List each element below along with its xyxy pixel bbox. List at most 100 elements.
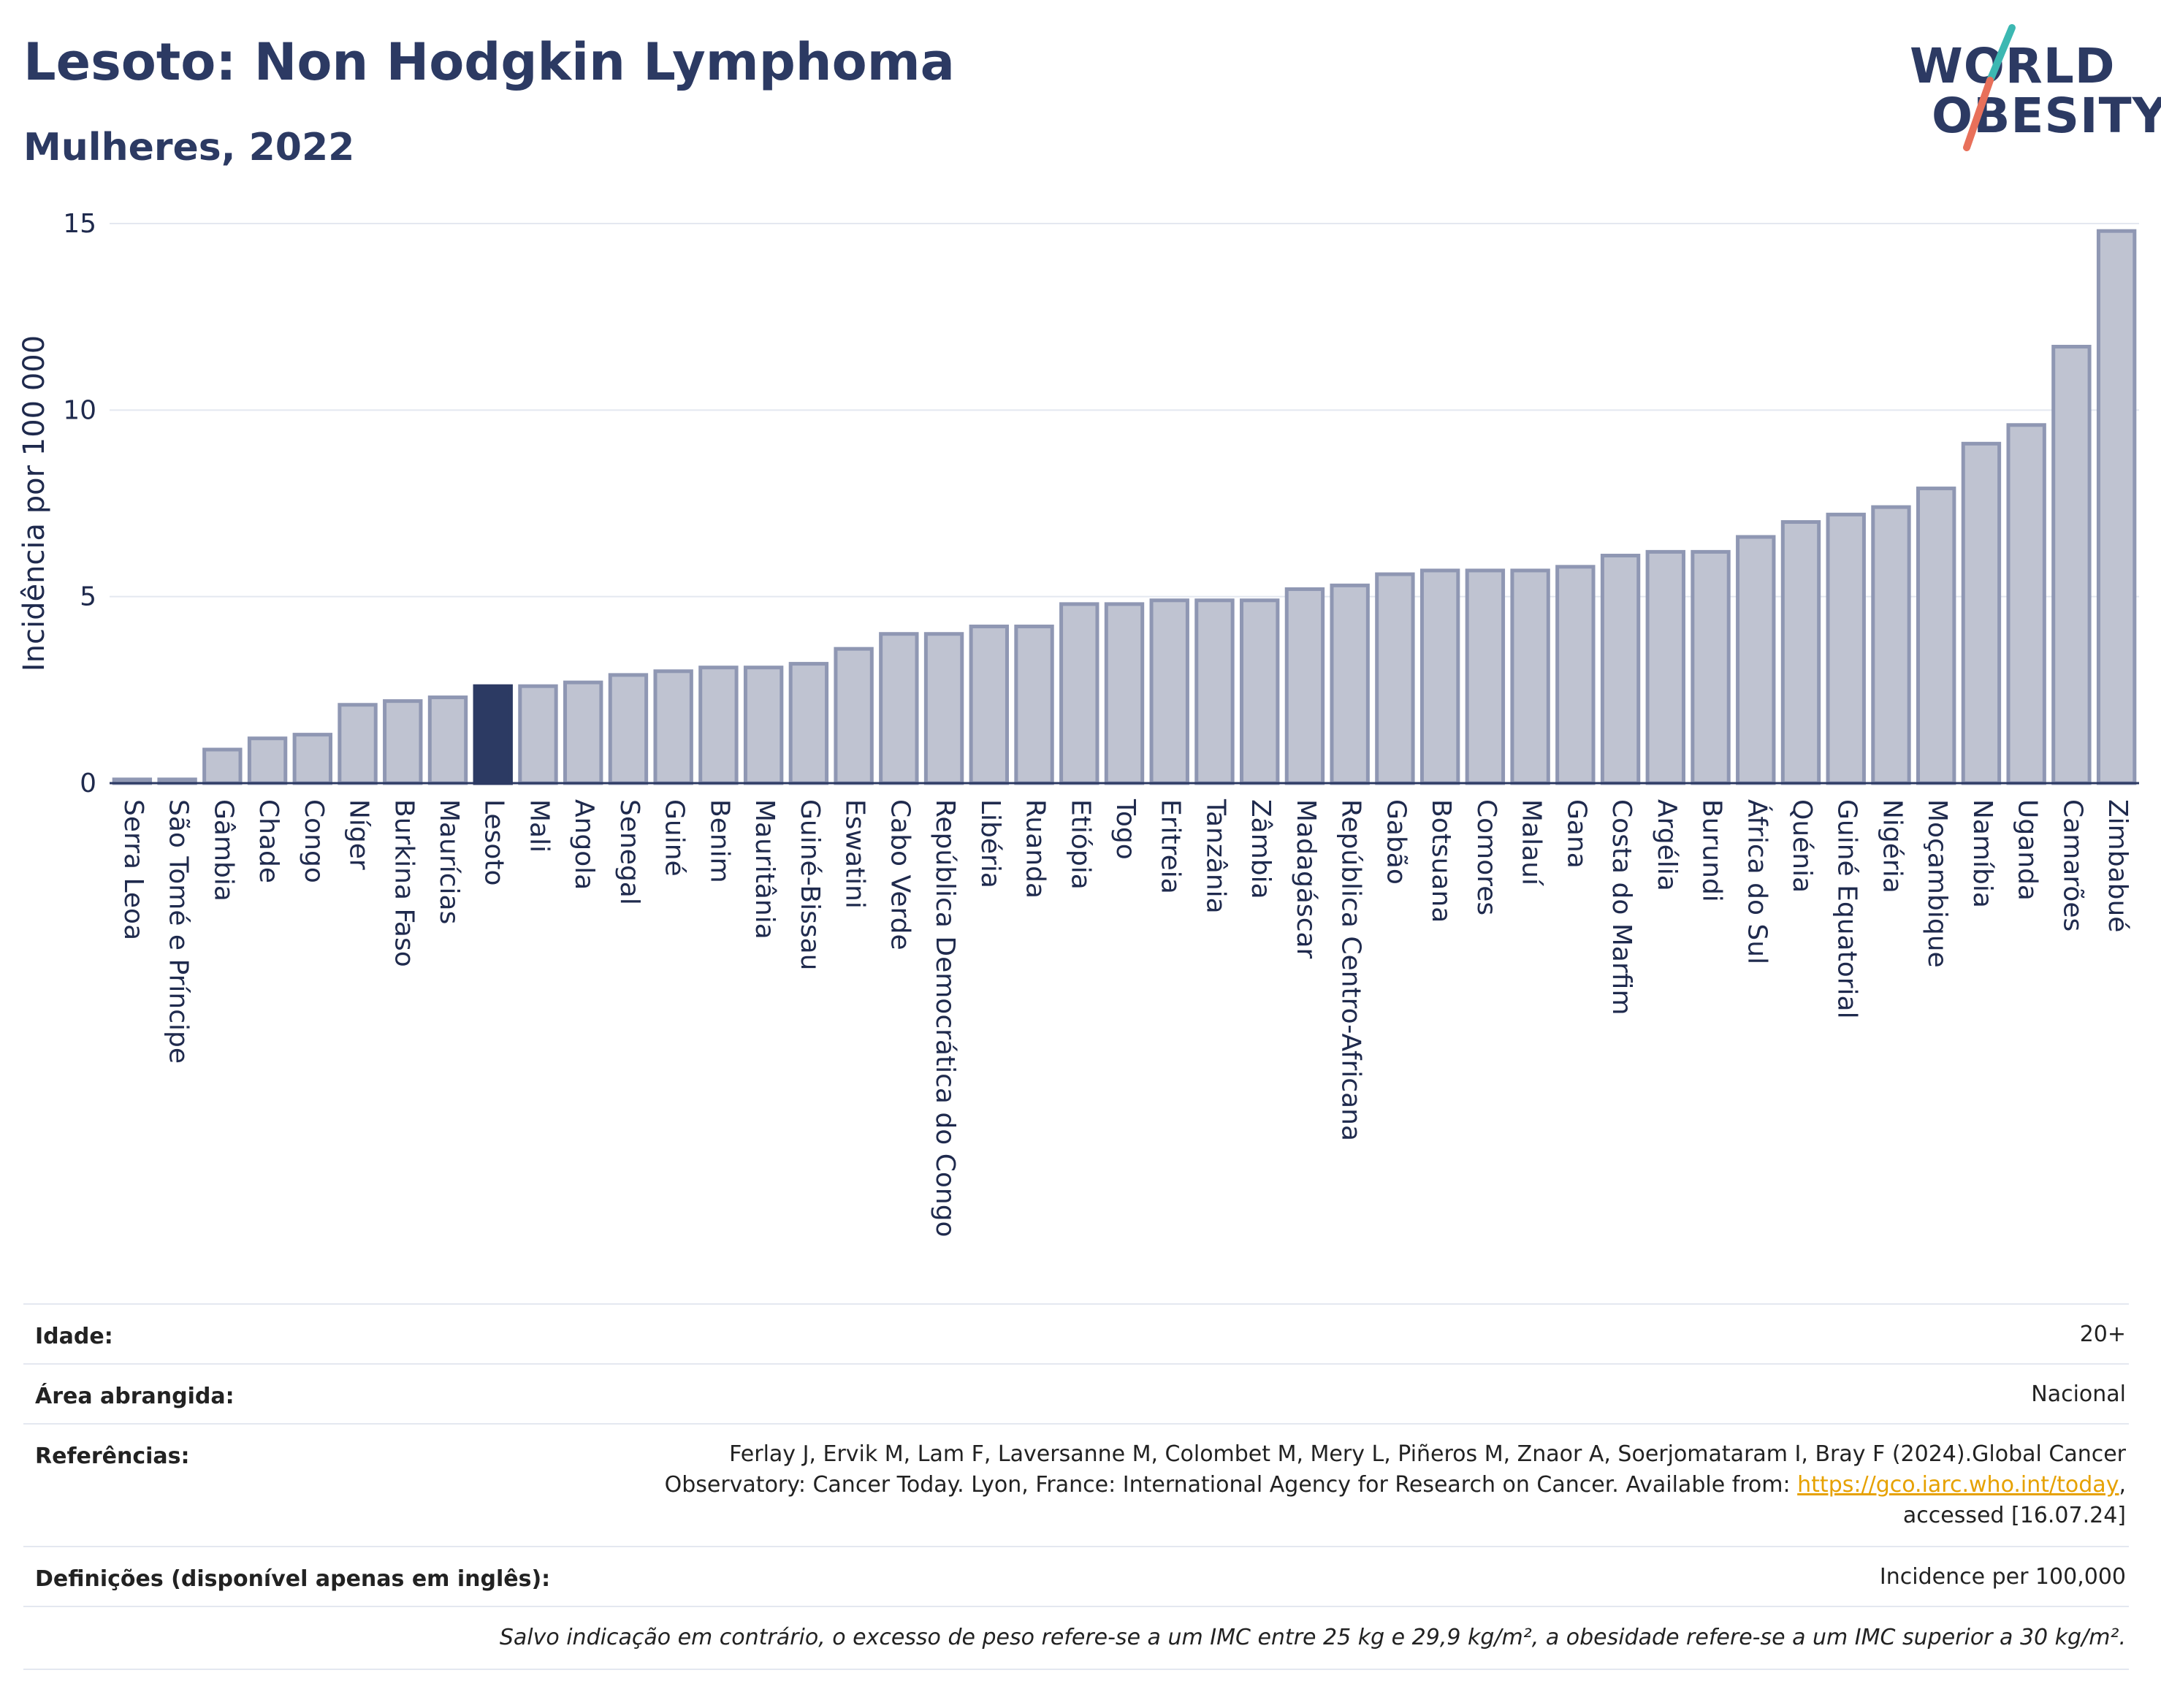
bar-costa-do-marfim [1600,553,1641,785]
bar-rep-blica-centro-africana [1330,583,1370,785]
x-tick-label: Angola [569,799,599,890]
bar-uganda [2006,423,2046,785]
bar-camar-es [2051,345,2092,785]
references-line-2-text: Observatory: Cancer Today. Lyon, France:… [664,1472,1798,1498]
definitions-value: Incidence per 100,000 [1879,1564,2126,1590]
area-label: Área abrangida: [35,1384,235,1409]
references-line-2: Observatory: Cancer Today. Lyon, France:… [665,1470,2126,1501]
x-tick-label: Libéria [975,799,1005,888]
chart-subtitle: Mulheres, 2022 [23,126,355,169]
meta-row-age: Idade: 20+ [23,1303,2129,1365]
x-tick-label: Gâmbia [208,799,238,901]
chart-title: Lesoto: Non Hodgkin Lymphoma [23,32,955,92]
x-tick-label: Quénia [1787,799,1817,893]
logo-text-line1: WORLD [1910,38,2116,94]
bar-chade [247,736,288,785]
bar-rep-blica-democr-tica-do-congo [923,632,964,785]
bar-benim [698,666,739,785]
x-tick-label: África do Sul [1742,799,1772,964]
references-line-2-end: , [2119,1472,2126,1498]
bar-mali [518,684,558,785]
y-axis-ticks: 0 5 10 15 [63,209,96,798]
x-tick-label: Cabo Verde [885,799,915,950]
bar-arg-lia [1645,549,1685,785]
bar-tanz-nia [1194,598,1235,785]
x-tick-label: Gabão [1381,799,1411,885]
bar-maurit-nia [743,666,784,785]
bar-burundi [1691,549,1731,785]
references-value: Ferlay J, Ervik M, Lam F, Laversanne M, … [665,1439,2126,1531]
bars [112,229,2137,785]
x-tick-label: Tanzânia [1200,798,1230,914]
bar-congo [292,733,332,785]
world-obesity-logo: WORLD OBESITY [1899,22,2161,153]
x-tick-label: Guiné Equatorial [1832,799,1862,1019]
bar-guin- [653,669,693,785]
bar-eritreia [1149,598,1189,785]
x-tick-label: Burkina Faso [389,799,419,967]
y-tick-label: 0 [80,769,96,798]
bar-nam-bia [1961,441,2002,785]
x-tick-label: Serra Leoa [118,799,148,940]
logo-slash-icon [1963,24,2016,151]
x-tick-label: Botsuana [1426,799,1456,923]
meta-row-definitions: Definições (disponível apenas em inglês)… [23,1546,2129,1607]
bar-zimbabu- [2096,229,2137,785]
bar-senegal [608,673,649,785]
definitions-label: Definições (disponível apenas em inglês)… [35,1566,551,1592]
bar-malau- [1510,568,1550,785]
x-tick-label: Eritreia [1156,799,1186,894]
x-tick-label: Etiópia [1065,799,1095,890]
y-tick-label: 15 [63,209,96,239]
meta-row-area: Área abrangida: Nacional [23,1363,2129,1425]
meta-row-references: Referências: Ferlay J, Ervik M, Lam F, L… [23,1423,2129,1547]
bar-eswatini [834,647,874,785]
x-tick-label: República Democrática do Congo [930,799,960,1238]
x-tick-label: Lesoto [479,799,509,886]
x-tick-label: Mauritânia [750,799,780,939]
area-value: Nacional [2031,1381,2126,1407]
bar-chart: 0 5 10 15 Incidência por 100 000 Serra Leoa… [18,209,2139,1238]
bar-qu-nia [1780,520,1821,785]
bar-guin-equatorial [1826,512,1866,785]
bar-burkina-faso [383,699,423,785]
x-tick-label: Togo [1110,798,1140,860]
bar-eti-pia [1059,602,1099,785]
x-tick-label: Benim [704,799,734,883]
x-tick-label: Ruanda [1021,799,1051,899]
bar-ruanda [1014,625,1054,785]
bar-angola [563,680,603,785]
x-tick-label: Congo [299,799,329,883]
x-tick-label: Senegal [614,799,644,905]
x-tick-label: Uganda [2013,799,2043,901]
bar-z-mbia [1240,598,1280,785]
references-label: Referências: [35,1444,190,1469]
meta-row-note: Salvo indicação em contrário, o excesso … [23,1606,2129,1670]
bar--frica-do-sul [1736,535,1776,785]
x-tick-label: Namíbia [1967,799,1997,908]
bar-lib-ria [969,625,1009,785]
bar-g-mbia [202,747,243,785]
x-tick-label: Chade [254,799,283,883]
x-tick-label: Costa do Marfim [1607,799,1636,1015]
x-tick-label: Nigéria [1877,799,1907,893]
x-tick-label: Burundi [1697,799,1727,902]
x-axis-tick-labels: Serra Leoa São Tomé e Príncipe Gâmbia Chade… [118,798,2133,1238]
x-tick-label: Zimbabué [2103,799,2133,932]
bar-gab-o [1375,572,1415,785]
bar-n-ger [338,703,378,785]
bar-lesoto [473,684,513,785]
obesity-definition-note: Salvo indicação em contrário, o excesso … [499,1625,2126,1650]
references-link[interactable]: https://gco.iarc.who.int/today [1797,1472,2119,1498]
bar-madag-scar [1284,587,1325,785]
y-tick-label: 5 [80,582,96,612]
x-tick-label: Zâmbia [1246,799,1276,899]
bar-togo [1104,602,1145,785]
x-tick-label: Malauí [1517,799,1547,886]
age-label: Idade: [35,1324,113,1349]
bar-cabo-verde [879,632,919,785]
references-line-3: accessed [16.07.24] [1902,1503,2126,1528]
x-tick-label: Argélia [1652,799,1682,891]
bar-nig-ria [1871,505,1911,785]
y-tick-label: 10 [63,395,96,425]
